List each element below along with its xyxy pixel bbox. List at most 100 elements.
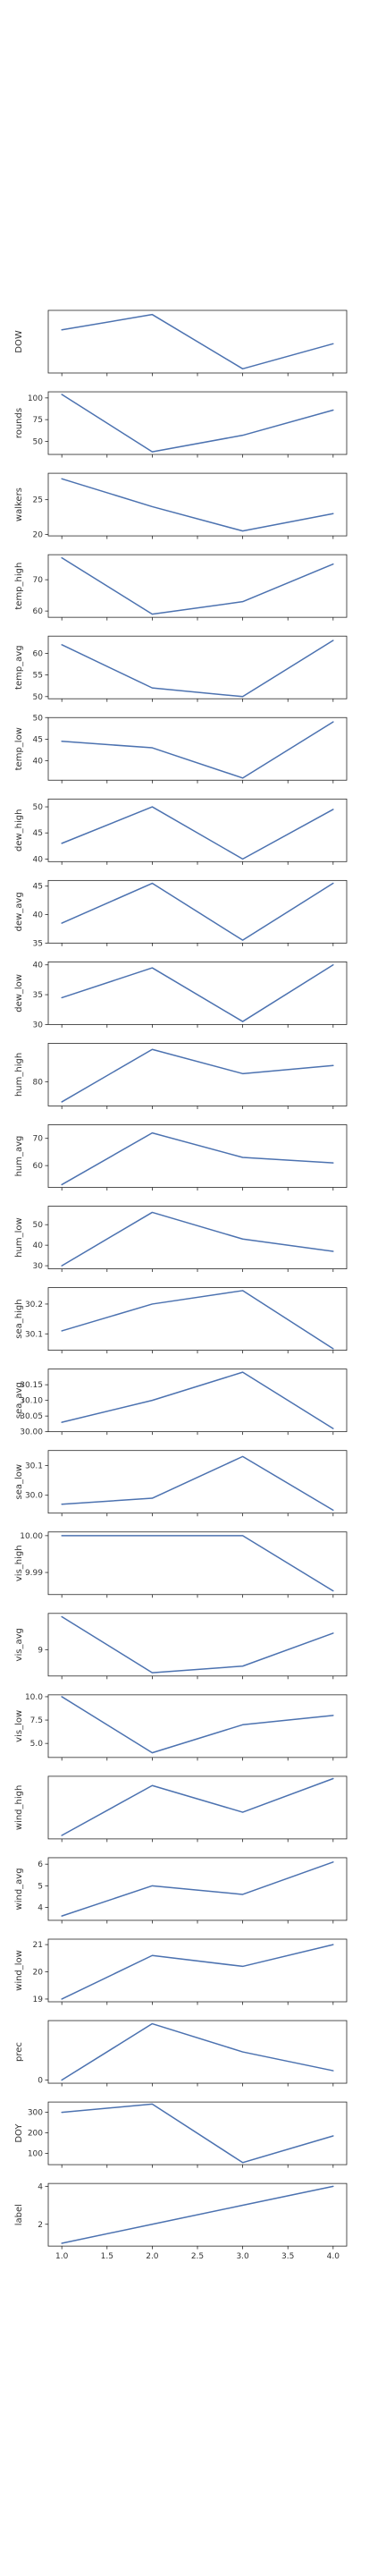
series-line	[61, 1861, 334, 1917]
y-tick-label: 0	[38, 2077, 43, 2086]
y-tick-label: 5	[38, 1882, 43, 1891]
series-line	[61, 806, 334, 860]
series-line	[61, 640, 334, 698]
y-tick-label: 30.00	[20, 1428, 43, 1437]
y-tick-label: 50	[33, 693, 44, 702]
series-line	[61, 478, 334, 532]
series-line	[61, 394, 334, 453]
y-axis-label: rounds	[14, 408, 24, 438]
series-line	[61, 1535, 334, 1592]
y-tick-label: 60	[33, 650, 44, 659]
y-tick-label: 4	[38, 1903, 43, 1912]
y-tick-label: 30.15	[20, 1381, 43, 1390]
series-line	[61, 1944, 334, 2000]
y-axis-label: sea_avg	[14, 1382, 24, 1419]
y-axis-label: wind_low	[14, 1950, 24, 1991]
subplot-hum-low: 30 40 50 hum_low	[14, 1206, 348, 1273]
y-tick-label: 40	[33, 855, 44, 864]
y-axis-label: vis_high	[14, 1545, 24, 1581]
y-axis-label: temp_low	[14, 727, 24, 770]
y-axis-label: wind_high	[14, 1785, 24, 1830]
y-tick-label: 50	[33, 1221, 44, 1230]
axes-frame	[47, 391, 348, 455]
y-tick-label: 9.99	[25, 1569, 43, 1578]
subplot-dew-high: 40 45 50 dew_high	[14, 798, 348, 865]
y-axis-label: DOY	[14, 2123, 24, 2143]
series-line	[61, 963, 334, 1022]
y-tick-label: 60	[33, 607, 44, 616]
subplot-vis-avg: 9 vis_avg	[14, 1613, 348, 1680]
y-tick-label: 50	[33, 714, 44, 723]
y-tick-label: 30.0	[25, 1492, 43, 1501]
axes-frame	[47, 554, 348, 618]
y-tick-label: 70	[33, 576, 44, 585]
y-tick-label: 5.0	[30, 1740, 44, 1749]
y-axis-label: temp_high	[14, 563, 24, 610]
y-tick-label: 70	[33, 1135, 44, 1144]
y-axis-label: sea_low	[14, 1464, 24, 1500]
y-tick-label: 25	[33, 496, 43, 505]
y-tick-label: 40	[33, 962, 44, 970]
x-tick-label: 3.0	[236, 2252, 249, 2261]
axes-frame	[47, 2020, 348, 2084]
subplot-DOW: DOW	[14, 309, 348, 377]
y-tick-label: 50	[33, 437, 44, 446]
series-line	[61, 1131, 334, 1186]
subplot-temp-avg: 50 55 60 temp_avg	[14, 635, 348, 702]
x-tick-label: 3.5	[281, 2252, 294, 2261]
y-tick-label: 200	[28, 2130, 43, 2139]
subplot-wind-high: wind_high	[14, 1775, 348, 1843]
y-tick-label: 45	[33, 735, 43, 744]
subplot-hum-avg: 60 70 hum_avg	[14, 1124, 348, 1191]
y-axis-label: dew_high	[14, 809, 24, 852]
subplot-dew-avg: 35 40 45 dew_avg	[14, 879, 348, 948]
axes-frame	[47, 1938, 348, 2003]
y-axis-label: walkers	[14, 487, 24, 521]
y-tick-label: 30	[33, 1021, 44, 1030]
axes-frame	[47, 1368, 348, 1433]
y-tick-label: 45	[33, 883, 43, 892]
series-line	[61, 1048, 334, 1103]
x-tick-label: 2.0	[146, 2252, 159, 2261]
y-axis-label: temp_avg	[14, 645, 24, 690]
y-tick-label: 19	[33, 1996, 44, 2004]
y-axis-label: vis_low	[14, 1710, 24, 1742]
series-line	[61, 2185, 334, 2244]
y-axis-label: hum_high	[14, 1053, 24, 1097]
y-tick-label: 40	[33, 758, 44, 767]
y-axis-label: wind_avg	[14, 1868, 24, 1910]
axes-frame	[47, 1613, 348, 1677]
y-tick-label: 40	[33, 1241, 44, 1250]
y-tick-label: 30.10	[20, 1397, 43, 1406]
axes-frame	[47, 472, 348, 537]
y-tick-label: 40	[33, 911, 44, 920]
series-line	[61, 1211, 334, 1267]
axes-frame	[47, 1206, 348, 1269]
y-tick-label: 100	[28, 2149, 43, 2158]
y-tick-label: 100	[28, 394, 43, 403]
subplot-prec: 0 prec	[14, 2020, 348, 2087]
axes-frame	[47, 716, 348, 781]
subplot-dew-low: 30 35 40 dew_low	[14, 962, 348, 1030]
series-line	[61, 556, 334, 615]
subplot-walkers: 20 25 walkers	[14, 472, 348, 540]
series-line	[61, 2022, 334, 2081]
y-tick-label: 80	[33, 1078, 44, 1087]
y-tick-label: 10.0	[25, 1693, 43, 1702]
subplot-DOY: 100 200 300 DOY	[14, 2101, 348, 2168]
y-tick-label: 9	[38, 1646, 43, 1655]
y-tick-label: 10.00	[20, 1532, 43, 1541]
y-tick-label: 50	[33, 803, 44, 812]
y-axis-label: dew_avg	[14, 892, 24, 931]
y-axis-label: DOW	[14, 330, 24, 353]
y-tick-label: 75	[33, 416, 43, 425]
y-tick-label: 60	[33, 1162, 44, 1171]
y-tick-label: 35	[33, 939, 43, 948]
axes-frame	[47, 1775, 348, 1840]
y-tick-label: 20	[33, 1969, 44, 1978]
axes-frame	[47, 1124, 348, 1188]
x-tick-label: 1.0	[55, 2252, 69, 2261]
